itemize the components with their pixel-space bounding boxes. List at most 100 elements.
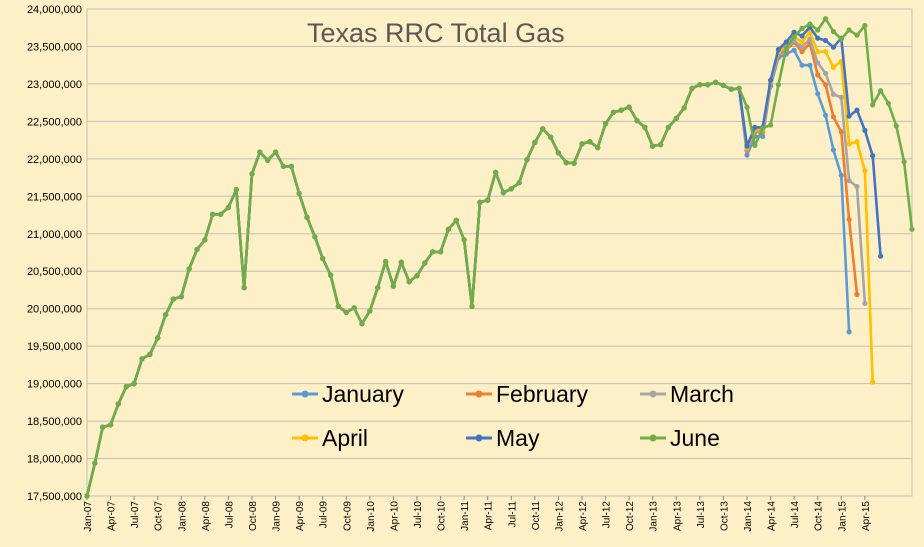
data-point-june (744, 104, 750, 110)
data-point-june (273, 149, 279, 155)
data-point-june (689, 85, 695, 91)
chart-title: Texas RRC Total Gas (307, 18, 565, 48)
data-point-may (862, 127, 868, 133)
series-line-april (85, 30, 874, 497)
data-point-june (650, 143, 656, 149)
data-point-june (571, 160, 577, 166)
x-tick-label: Oct-07 (154, 501, 165, 531)
data-point-june (225, 204, 231, 211)
data-point-june (610, 109, 617, 115)
data-point-june (838, 36, 844, 42)
data-point-june (870, 102, 876, 108)
x-tick-label: Oct-14 (814, 501, 825, 531)
data-point-february (838, 129, 844, 135)
data-point-march (815, 60, 821, 66)
data-point-june (579, 141, 585, 147)
legend-marker-june (649, 434, 657, 442)
data-point-june (587, 139, 593, 145)
data-point-june (823, 16, 829, 22)
data-point-june (846, 27, 852, 33)
data-point-june (854, 32, 860, 38)
x-tick-label: Oct-12 (625, 501, 636, 531)
y-tick-label: 21,500,000 (27, 191, 82, 203)
data-point-april (815, 49, 821, 55)
data-point-june (791, 34, 797, 40)
x-tick-label: Oct-13 (719, 501, 730, 531)
data-point-march (799, 44, 805, 50)
data-point-june (563, 160, 569, 166)
data-point-april (799, 39, 805, 45)
legend-marker-may (475, 434, 483, 442)
data-point-june (430, 249, 436, 255)
data-point-june (673, 115, 679, 121)
data-point-june (406, 279, 412, 285)
plot-area (86, 8, 913, 497)
data-point-june (257, 149, 263, 155)
data-point-june (139, 356, 145, 362)
data-point-february (823, 82, 829, 88)
data-point-june (335, 303, 341, 309)
x-tick-label: Jan-14 (743, 501, 754, 532)
legend-marker-march (649, 390, 657, 398)
data-point-june (893, 123, 899, 129)
data-point-june (343, 309, 349, 315)
data-point-february (815, 72, 821, 78)
data-point-april (870, 379, 876, 385)
data-point-may (752, 124, 758, 130)
legend: January February March April May June (292, 381, 734, 451)
data-point-june (147, 351, 153, 357)
x-tick-label: Apr-13 (672, 501, 683, 531)
x-tick-label: Jan-07 (83, 501, 94, 532)
data-point-june (123, 384, 129, 390)
data-point-february (854, 291, 860, 298)
x-tick-label: Apr-10 (389, 501, 400, 531)
data-point-june (280, 163, 286, 169)
data-point-june (445, 226, 451, 232)
data-point-june (461, 237, 467, 243)
x-tick-label: Jul-10 (413, 501, 424, 529)
data-point-january (815, 91, 821, 97)
data-point-june (775, 82, 782, 88)
data-point-may (854, 107, 860, 113)
data-point-june (131, 381, 137, 387)
x-tick-label: Oct-08 (248, 501, 259, 531)
data-point-june (603, 121, 609, 127)
x-tick-label: Jan-08 (177, 501, 188, 532)
data-point-june (438, 249, 444, 255)
data-point-june (634, 118, 640, 124)
data-point-may (815, 35, 821, 41)
legend-label-january: January (322, 381, 404, 407)
data-point-june (163, 312, 169, 318)
data-point-april (823, 49, 829, 55)
data-point-june (351, 305, 357, 311)
data-point-june (194, 246, 200, 253)
data-point-june (453, 217, 459, 223)
y-tick-label: 18,500,000 (27, 416, 82, 428)
y-tick-label: 19,500,000 (27, 341, 82, 353)
data-point-june (218, 211, 224, 217)
data-point-june (469, 303, 475, 309)
x-tick-label: Apr-08 (201, 501, 212, 531)
legend-marker-april (301, 434, 309, 442)
data-point-june (485, 197, 491, 203)
data-point-march (830, 91, 837, 97)
data-point-june (658, 142, 664, 148)
data-point-june (170, 296, 176, 302)
data-point-march (846, 178, 852, 184)
x-tick-label: Oct-09 (342, 501, 353, 531)
data-point-june (626, 104, 632, 110)
x-tick-label: Jan-12 (554, 501, 565, 532)
data-point-june (815, 27, 821, 33)
x-tick-label: Jul-13 (696, 501, 707, 529)
data-point-june (713, 79, 719, 85)
data-point-january (791, 47, 797, 53)
data-point-june (367, 308, 373, 314)
data-point-march (823, 70, 829, 76)
x-tick-label: Oct-11 (531, 501, 542, 531)
data-point-june (516, 180, 522, 186)
data-point-june (807, 21, 813, 27)
y-tick-label: 23,500,000 (27, 41, 82, 53)
y-tick-label: 22,500,000 (27, 116, 82, 128)
data-point-june (210, 211, 216, 217)
data-point-january (846, 329, 852, 335)
